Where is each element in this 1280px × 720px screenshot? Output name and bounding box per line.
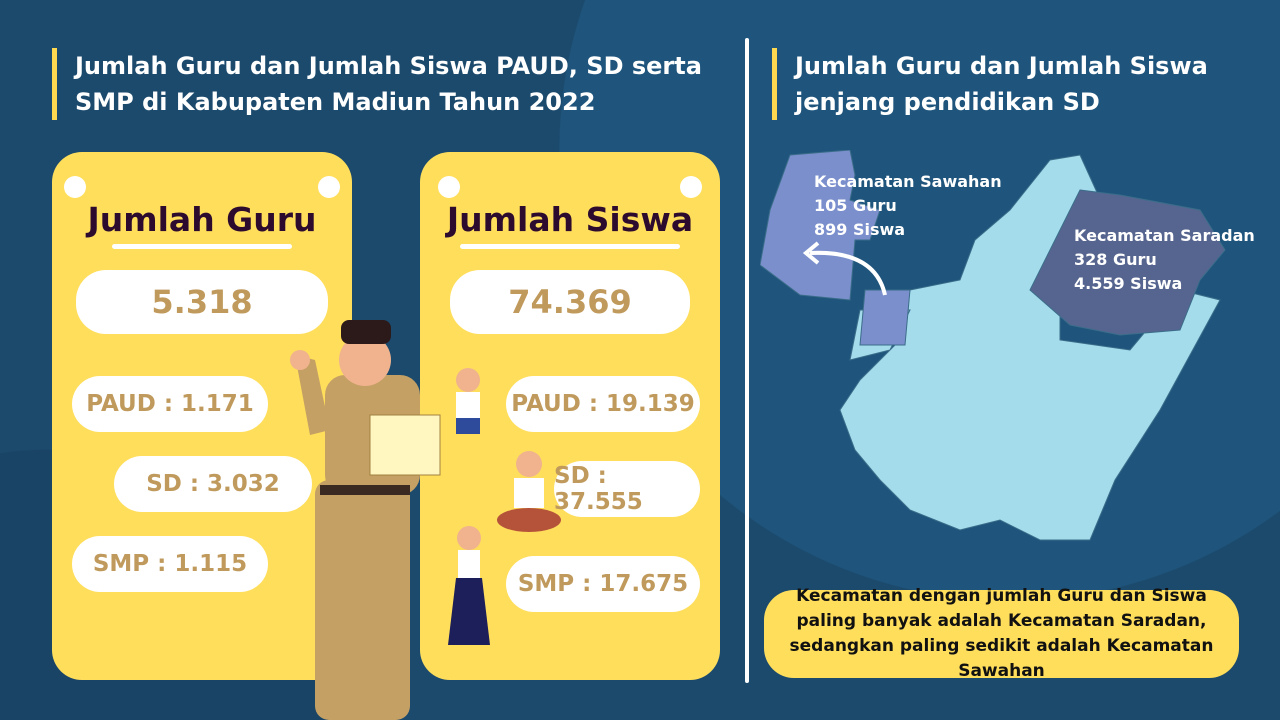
hole (438, 176, 460, 198)
right-title: Jumlah Guru dan Jumlah Siswa jenjang pen… (772, 48, 1232, 120)
guru-heading: Jumlah Guru (87, 200, 317, 239)
underline (112, 244, 292, 249)
summary-note: Kecamatan dengan jumlah Guru dan Siswa p… (764, 586, 1239, 681)
guru-card: Jumlah Guru 5.318 PAUD : 1.171 SD : 3.03… (52, 152, 352, 680)
sawahan-guru: 105 Guru (814, 196, 897, 215)
underline (460, 244, 680, 249)
siswa-smp: SMP : 17.675 (506, 556, 700, 612)
student-reading-illustration (497, 451, 561, 532)
teacher-illustration (290, 320, 441, 720)
sawahan-name: Kecamatan Sawahan (814, 172, 1002, 191)
guru-smp: SMP : 1.115 (72, 536, 268, 592)
saradan-label: Kecamatan Saradan 328 Guru 4.559 Siswa (1074, 224, 1264, 296)
guru-paud: PAUD : 1.171 (72, 376, 268, 432)
hole (318, 176, 340, 198)
guru-total: 5.318 (76, 270, 328, 334)
left-title: Jumlah Guru dan Jumlah Siswa PAUD, SD se… (52, 48, 712, 120)
sawahan-label: Kecamatan Sawahan 105 Guru 899 Siswa (814, 170, 1002, 242)
guru-sd: SD : 3.032 (114, 456, 312, 512)
saradan-guru: 328 Guru (1074, 250, 1157, 269)
map-sawahan (760, 150, 911, 346)
arrow-icon (809, 250, 887, 296)
map-saradan (1029, 189, 1226, 336)
student-girl-illustration (448, 526, 490, 645)
madiun-map (760, 150, 1226, 541)
siswa-total: 74.369 (450, 270, 690, 334)
divider (745, 38, 749, 683)
siswa-sd: SD : 37.555 (554, 461, 700, 517)
student-boy-illustration (456, 368, 480, 434)
saradan-siswa: 4.559 Siswa (1074, 274, 1183, 293)
hole (680, 176, 702, 198)
siswa-paud: PAUD : 19.139 (506, 376, 700, 432)
sawahan-siswa: 899 Siswa (814, 220, 906, 239)
hole (64, 176, 86, 198)
saradan-name: Kecamatan Saradan (1074, 226, 1255, 245)
siswa-heading: Jumlah Siswa (446, 200, 694, 239)
